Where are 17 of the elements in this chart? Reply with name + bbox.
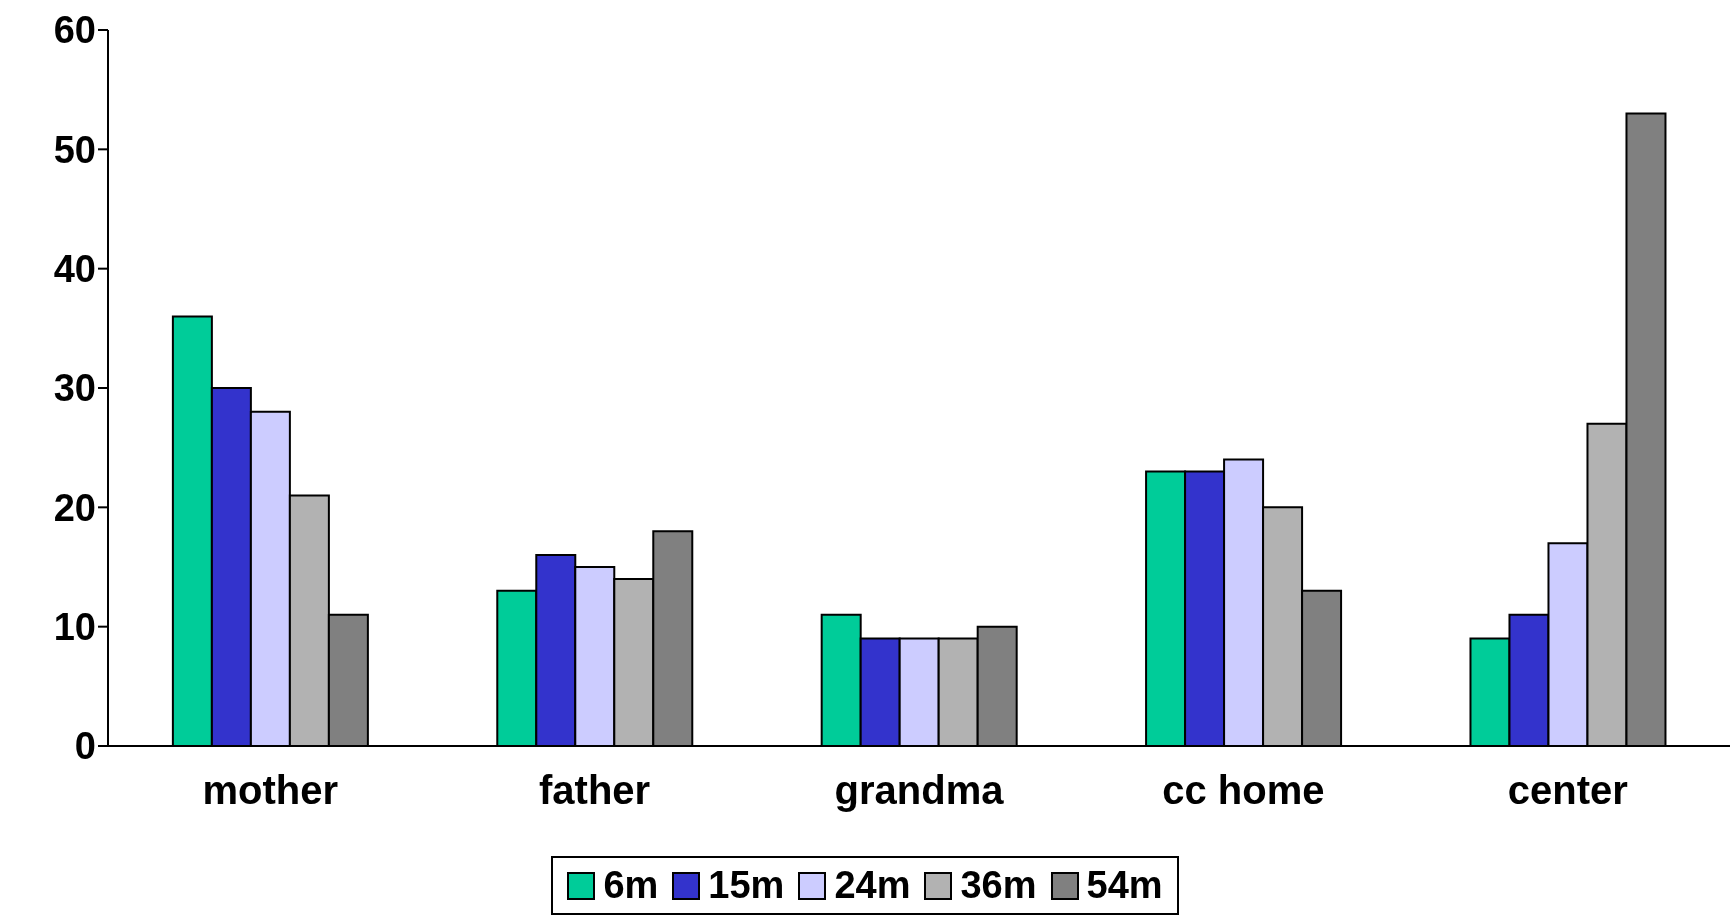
x-tick-label: cc home (1162, 768, 1325, 813)
x-tick-label: center (1507, 768, 1628, 813)
legend-label: 36m (960, 864, 1037, 907)
y-tick-label: 30 (53, 367, 96, 410)
y-tick-label: 20 (53, 486, 96, 529)
y-tick-label: 10 (53, 606, 96, 649)
y-tick-label: 50 (53, 128, 96, 171)
legend-label: 15m (708, 864, 785, 907)
y-tick-label: 40 (53, 248, 96, 291)
x-tick-label: mother (202, 768, 338, 813)
legend-label: 6m (603, 864, 659, 907)
x-tick-label: grandma (834, 768, 1005, 813)
x-tick-label: father (539, 768, 651, 813)
legend-label: 54m (1086, 864, 1163, 907)
y-tick-label: 60 (53, 9, 96, 52)
y-tick-label: 0 (74, 725, 96, 768)
legend-label: 24m (834, 864, 911, 907)
